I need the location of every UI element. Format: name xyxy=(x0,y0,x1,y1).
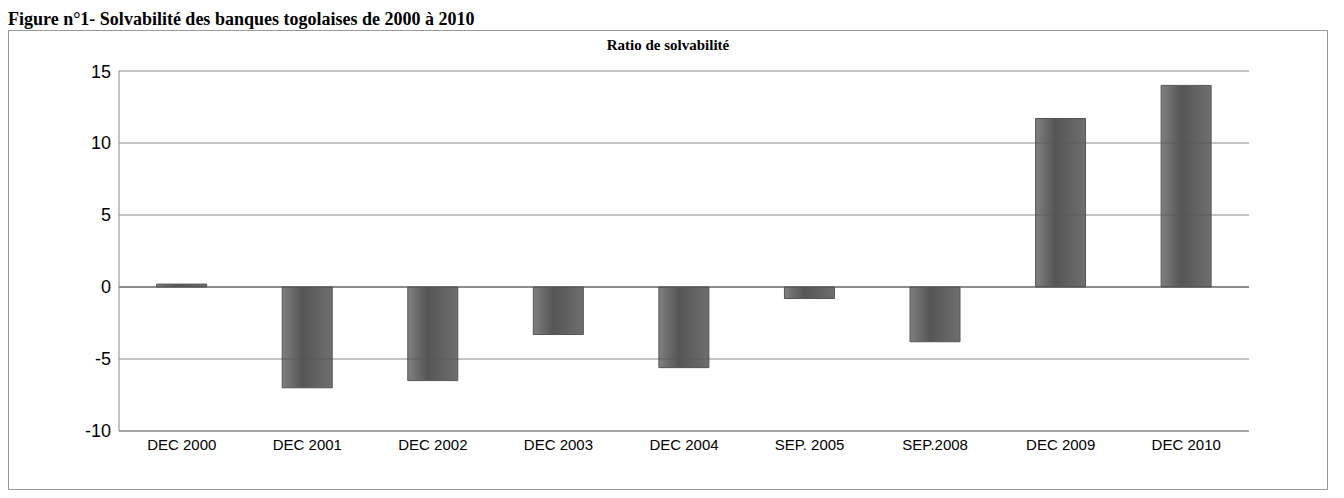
svg-text:10: 10 xyxy=(91,133,111,153)
svg-text:SEP.2008: SEP.2008 xyxy=(902,436,968,453)
svg-text:DEC 2000: DEC 2000 xyxy=(147,436,216,453)
svg-text:DEC 2009: DEC 2009 xyxy=(1026,436,1095,453)
svg-text:15: 15 xyxy=(91,62,111,82)
svg-text:DEC 2001: DEC 2001 xyxy=(273,436,342,453)
svg-text:DEC 2004: DEC 2004 xyxy=(649,436,718,453)
svg-text:-10: -10 xyxy=(85,421,111,441)
svg-text:0: 0 xyxy=(101,277,111,297)
svg-text:5: 5 xyxy=(101,205,111,225)
svg-text:DEC 2002: DEC 2002 xyxy=(398,436,467,453)
svg-text:SEP. 2005: SEP. 2005 xyxy=(775,436,845,453)
svg-text:DEC 2010: DEC 2010 xyxy=(1152,436,1221,453)
html-text:Figure n°1- Solvabilité des ba: Figure n°1- Solvabilité des banques togo… xyxy=(8,9,475,29)
svg-text:DEC 2003: DEC 2003 xyxy=(524,436,593,453)
html-text:Ratio de solvabilité: Ratio de solvabilité xyxy=(606,37,730,53)
svg-text:-5: -5 xyxy=(95,349,111,369)
